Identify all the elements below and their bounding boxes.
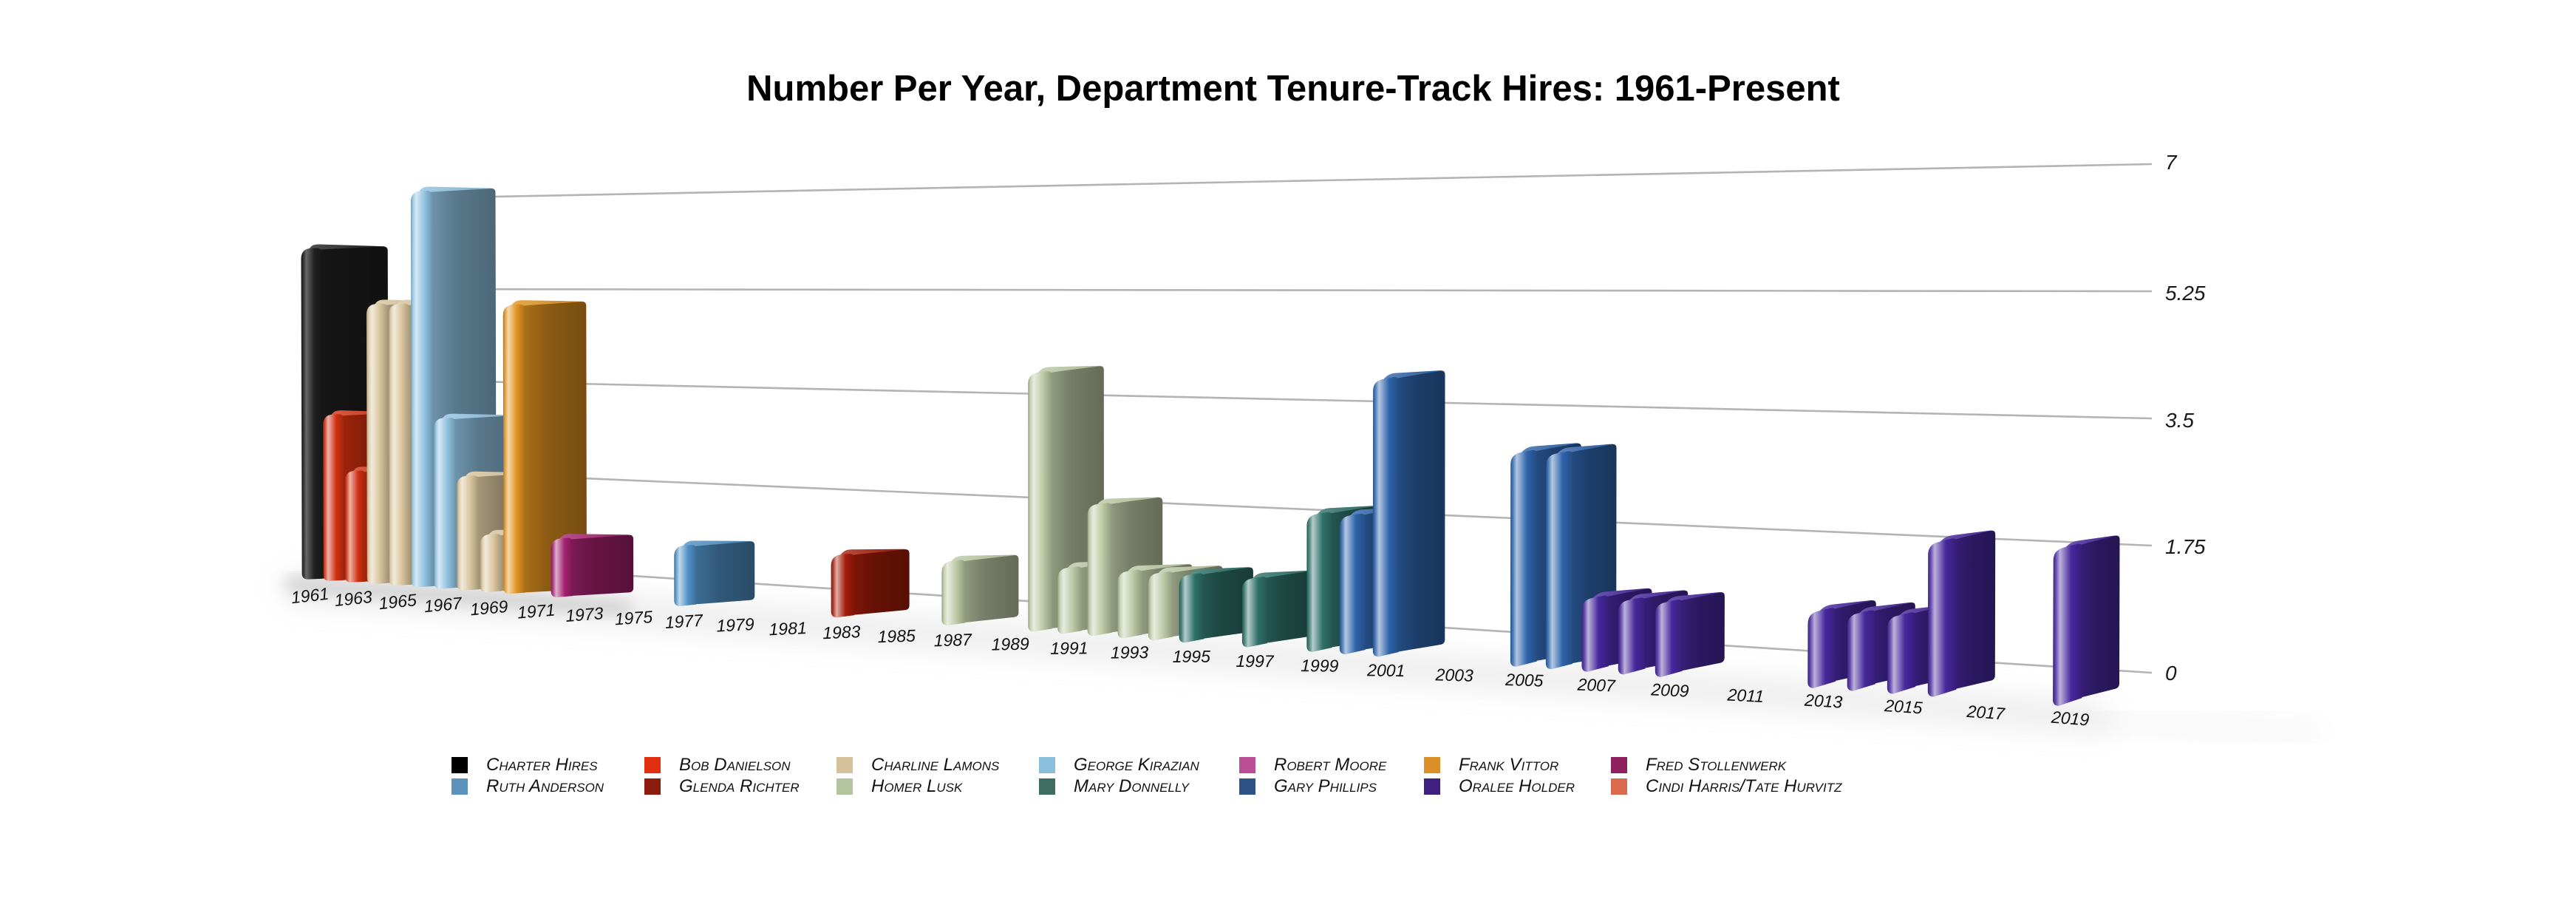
svg-text:Glenda Richter: Glenda Richter <box>679 776 800 796</box>
svg-text:1989: 1989 <box>991 634 1029 654</box>
svg-text:2009: 2009 <box>1650 679 1690 700</box>
svg-text:Bob Danielson: Bob Danielson <box>679 755 791 775</box>
svg-text:1961: 1961 <box>290 584 330 608</box>
svg-text:2003: 2003 <box>1434 665 1473 685</box>
svg-text:1987: 1987 <box>933 630 972 650</box>
svg-text:0: 0 <box>2165 662 2177 685</box>
svg-text:1967: 1967 <box>423 593 464 616</box>
svg-text:Number Per Year, Department Te: Number Per Year, Department Tenure-Track… <box>746 69 1840 109</box>
svg-text:2007: 2007 <box>1576 675 1616 696</box>
svg-text:Charter Hires: Charter Hires <box>486 755 598 775</box>
svg-text:Frank Vittor: Frank Vittor <box>1459 755 1558 775</box>
svg-text:3.5: 3.5 <box>2165 409 2194 432</box>
svg-text:1971: 1971 <box>517 600 556 622</box>
svg-text:2001: 2001 <box>1366 660 1405 680</box>
svg-text:1.75: 1.75 <box>2165 535 2206 558</box>
svg-text:5.25: 5.25 <box>2165 282 2206 305</box>
svg-text:1985: 1985 <box>877 626 916 647</box>
svg-text:2019: 2019 <box>2050 707 2090 730</box>
svg-text:1991: 1991 <box>1050 638 1088 658</box>
svg-text:7: 7 <box>2165 151 2178 174</box>
svg-text:Oralee Holder: Oralee Holder <box>1459 776 1575 796</box>
svg-text:Ruth Anderson: Ruth Anderson <box>486 776 604 796</box>
svg-text:1969: 1969 <box>469 597 508 619</box>
svg-text:1973: 1973 <box>565 603 604 625</box>
svg-text:1983: 1983 <box>822 622 861 642</box>
svg-text:2013: 2013 <box>1803 690 1843 712</box>
svg-text:2015: 2015 <box>1884 696 1924 717</box>
svg-text:Fred Stollenwerk: Fred Stollenwerk <box>1646 755 1787 775</box>
svg-text:1965: 1965 <box>378 590 418 613</box>
svg-text:Robert Moore: Robert Moore <box>1274 755 1387 775</box>
svg-text:1995: 1995 <box>1173 647 1210 666</box>
svg-text:Cindi Harris/Tate Hurvitz: Cindi Harris/Tate Hurvitz <box>1646 776 1842 796</box>
svg-text:Homer Lusk: Homer Lusk <box>871 776 963 796</box>
svg-text:1981: 1981 <box>769 618 807 639</box>
svg-text:2017: 2017 <box>1966 702 2006 724</box>
svg-text:Charline Lamons: Charline Lamons <box>871 755 1000 775</box>
svg-text:1993: 1993 <box>1111 642 1149 662</box>
svg-text:1977: 1977 <box>664 611 704 632</box>
svg-text:1999: 1999 <box>1301 656 1339 676</box>
svg-text:1975: 1975 <box>614 607 653 628</box>
svg-text:Mary Donnelly: Mary Donnelly <box>1074 776 1190 796</box>
svg-text:1963: 1963 <box>333 587 373 610</box>
svg-text:2005: 2005 <box>1505 670 1544 690</box>
svg-text:2011: 2011 <box>1726 685 1765 706</box>
svg-text:1979: 1979 <box>716 614 755 636</box>
svg-text:George Kirazian: George Kirazian <box>1074 755 1200 775</box>
svg-text:1997: 1997 <box>1236 651 1275 671</box>
svg-text:Gary Phillips: Gary Phillips <box>1274 776 1377 796</box>
